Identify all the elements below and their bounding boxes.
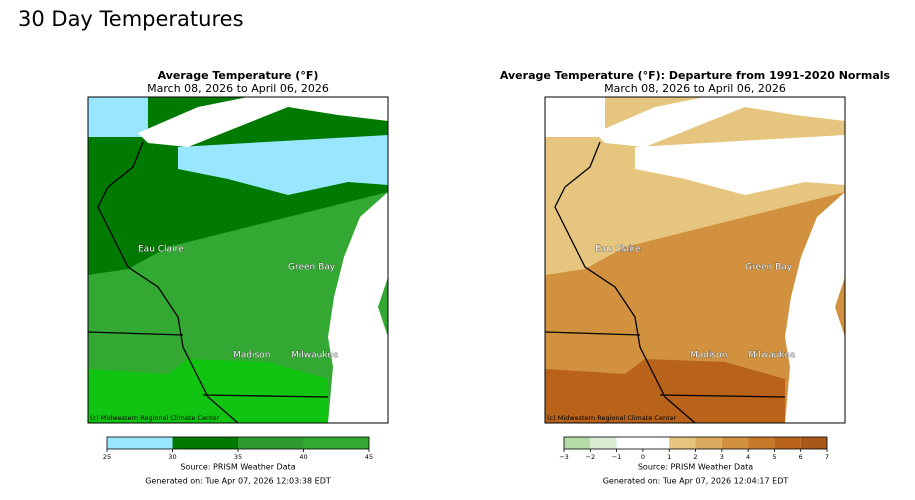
colorbar-tick-label: 0	[641, 453, 645, 461]
credit: (c) Midwestern Regional Climate Center	[90, 414, 220, 422]
colorbar-segment	[107, 437, 173, 449]
city-label: Green Bay	[745, 263, 793, 273]
colorbar-segment	[721, 437, 749, 449]
colorbar-tick-label: 45	[365, 453, 373, 461]
colorbar-segment	[590, 437, 617, 449]
city-label: Madison	[690, 351, 727, 361]
city-label: Milwaukee	[291, 351, 339, 361]
page-title: 30 Day Temperatures	[18, 7, 244, 31]
colorbar-tick-label: 35	[234, 453, 242, 461]
lake	[328, 192, 388, 423]
generated: Generated on: Tue Apr 07, 2026 12:04:17 …	[603, 477, 789, 486]
colorbar-segment	[774, 437, 801, 449]
colorbar-tick-label: 30	[168, 453, 176, 461]
colorbar-tick-label: 40	[299, 453, 307, 461]
colorbar-tick-label: 6	[799, 453, 803, 461]
state-border	[554, 141, 696, 424]
source: Source: PRISM Weather Data	[180, 463, 295, 472]
city-label: Eau Claire	[595, 245, 641, 255]
source: Source: PRISM Weather Data	[638, 463, 753, 472]
state-border	[87, 331, 184, 336]
colorbar-segment	[669, 437, 696, 449]
map-region	[635, 135, 845, 195]
map-title: Average Temperature (°F)	[158, 69, 319, 82]
colorbar-segment	[238, 437, 304, 449]
colorbar-segment	[695, 437, 722, 449]
map-region	[545, 97, 605, 137]
city-label: Eau Claire	[138, 245, 184, 255]
state-border	[97, 141, 239, 424]
colorbar-segment	[642, 437, 670, 449]
colorbar-tick-label: −2	[586, 453, 596, 461]
map-region	[178, 135, 388, 195]
colorbar-segment	[172, 437, 238, 449]
state-border	[659, 394, 786, 398]
lake	[785, 192, 845, 423]
map-frame	[87, 96, 389, 424]
colorbar-tick-label: 3	[720, 453, 724, 461]
colorbar-segment	[800, 437, 827, 449]
state-border	[202, 394, 329, 398]
colorbar-tick-label: 25	[103, 453, 111, 461]
colorbar-tick-label: 5	[772, 453, 776, 461]
city-label: Madison	[233, 351, 270, 361]
map-subtitle: March 08, 2026 to April 06, 2026	[147, 82, 329, 95]
map-region	[88, 97, 148, 137]
colorbar-segment	[616, 437, 643, 449]
lake	[595, 97, 845, 147]
lake	[138, 97, 388, 147]
colorbar-segment	[303, 437, 369, 449]
colorbar-segment	[564, 437, 591, 449]
credit: (c) Midwestern Regional Climate Center	[547, 414, 677, 422]
colorbar-tick-label: 2	[693, 453, 697, 461]
map-region	[88, 359, 328, 423]
colorbar-segment	[748, 437, 775, 449]
colorbar-tick-label: −3	[559, 453, 569, 461]
colorbar-tick-label: 7	[825, 453, 829, 461]
colorbar-tick-label: 4	[746, 453, 750, 461]
colorbar-tick-label: −1	[612, 453, 622, 461]
map-subtitle: March 08, 2026 to April 06, 2026	[604, 82, 786, 95]
state-border	[544, 331, 641, 336]
map-title: Average Temperature (°F): Departure from…	[500, 69, 891, 82]
colorbar-tick-label: 1	[667, 453, 671, 461]
city-label: Milwaukee	[748, 351, 796, 361]
city-label: Green Bay	[288, 263, 336, 273]
map-region	[545, 359, 785, 423]
map-frame	[544, 96, 846, 424]
generated: Generated on: Tue Apr 07, 2026 12:03:38 …	[145, 477, 331, 486]
